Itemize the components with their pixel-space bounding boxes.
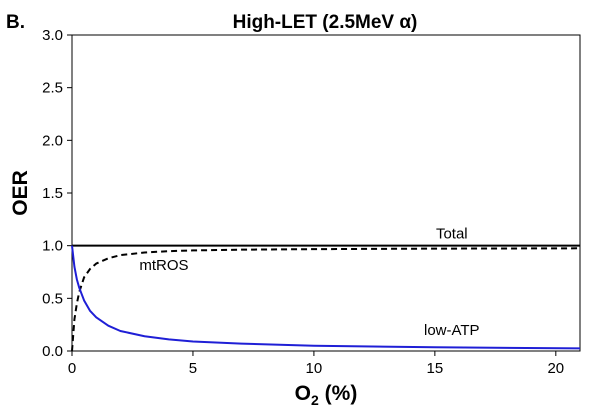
series-line-mtros	[71, 247, 581, 352]
series-annotation: low-ATP	[424, 322, 480, 339]
y-tick-label: 2.0	[42, 132, 63, 149]
y-tick-label: 0.5	[42, 290, 63, 307]
x-axis-title: O2 (%)	[295, 382, 358, 408]
x-axis-title-main: O	[295, 382, 311, 405]
chart-title: High-LET (2.5MeV α)	[233, 12, 418, 33]
x-tick-label: 10	[306, 360, 323, 377]
y-tick-label: 3.0	[42, 27, 63, 44]
x-tick-label: 0	[68, 360, 76, 377]
x-tick-label: 20	[547, 360, 564, 377]
x-tick-label: 15	[427, 360, 444, 377]
x-axis-title-subscript: 2	[311, 392, 319, 408]
y-tick-label: 1.5	[42, 185, 63, 202]
y-tick-label: 2.5	[42, 80, 63, 97]
plot-area: 0.0 0.5 1.0 1.5 2.0 2.5 3.0 0 5 10 15 20 Total mtRO…	[42, 27, 581, 377]
series-layer	[71, 244, 581, 352]
y-tick-label: 0.0	[42, 343, 63, 360]
y-axis: 0.0 0.5 1.0 1.5 2.0 2.5 3.0	[42, 27, 72, 360]
series-annotation: mtROS	[139, 257, 188, 274]
series-line-low-atp	[71, 245, 581, 350]
x-axis: 0 5 10 15 20	[68, 351, 564, 377]
x-tick-label: 5	[189, 360, 197, 377]
series-annotation: Total	[436, 225, 468, 242]
x-axis-title-suffix: (%)	[319, 382, 358, 405]
plot-frame	[71, 34, 581, 352]
panel-label: B.	[6, 12, 25, 33]
annotation-layer: Total mtROS low-ATP	[139, 225, 479, 339]
y-tick-label: 1.0	[42, 238, 63, 255]
y-axis-title: OER	[9, 170, 32, 216]
